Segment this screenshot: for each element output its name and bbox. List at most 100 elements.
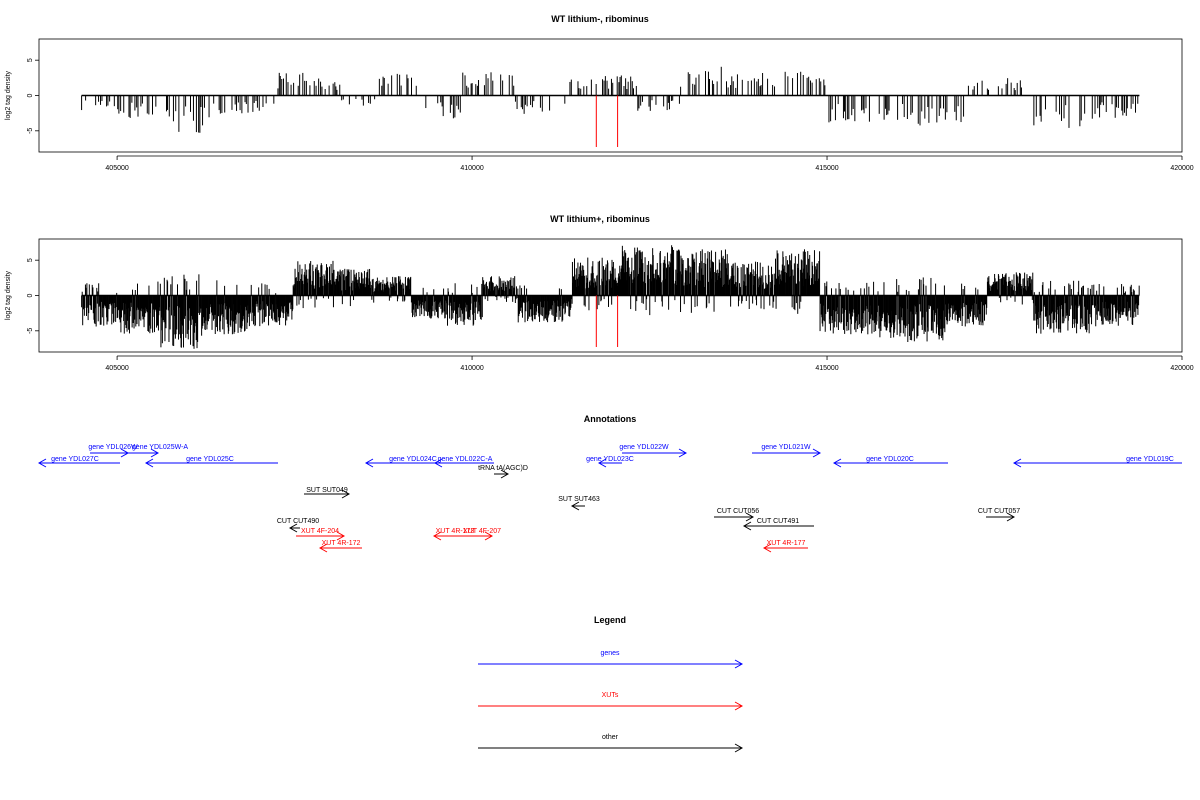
track-panel-lithium-minus: WT lithium-, ribominus log2 tag density -5… <box>5 14 1194 172</box>
annotations-title: Annotations <box>584 414 637 424</box>
annotation-arrowhead <box>433 458 443 468</box>
y-tick-label: -5 <box>27 328 34 334</box>
annotation-arrowhead <box>144 458 154 468</box>
annotation-arrowhead <box>1012 458 1022 468</box>
legend-label: XUTs <box>602 692 619 699</box>
annotation-arrowhead <box>500 469 510 479</box>
y-tick-label: 5 <box>27 258 34 262</box>
legend-entry: XUTs <box>478 692 744 711</box>
annotation-arrowhead <box>742 521 752 531</box>
annotation-label: XUT 4R-173 <box>436 528 475 535</box>
annotation-label: gene YDL019C <box>1126 456 1174 463</box>
annotation-arrowhead <box>432 531 442 541</box>
annotation-feature: XUT 4F-207 <box>462 528 501 541</box>
y-tick-label: 0 <box>27 93 34 97</box>
annotation-label: tRNA tA(AGC)D <box>478 465 528 472</box>
annotation-feature: gene YDL024C <box>364 456 445 468</box>
annotation-arrowhead <box>288 523 298 533</box>
track-panel-lithium-plus: WT lithium+, ribominus log2 tag density -5… <box>5 214 1194 372</box>
annotation-label: gene YDL023C <box>586 456 634 463</box>
y-tick-label: -5 <box>27 128 34 134</box>
annotation-arrowhead <box>597 458 607 468</box>
annotation-label: gene YDL026W <box>88 444 138 451</box>
annotation-feature: gene YDL023C <box>586 456 634 468</box>
annotation-feature: gene YDL025W-A <box>120 444 188 458</box>
annotation-feature: gene YDL020C <box>832 456 948 468</box>
annotation-feature: gene YDL021W <box>752 444 822 458</box>
annotation-feature: CUT CUT491 <box>742 518 814 531</box>
annotation-label: gene YDL027C <box>51 456 99 463</box>
annotation-label: CUT CUT056 <box>717 508 759 515</box>
annotation-label: XUT 4F-207 <box>463 528 501 535</box>
annotation-label: XUT 4R-177 <box>767 540 806 547</box>
x-tick-label: 415000 <box>815 365 838 372</box>
annotation-arrowhead <box>812 448 822 458</box>
annotation-label: gene YDL021W <box>761 444 811 451</box>
annotation-feature: XUT 4F-204 <box>296 528 346 541</box>
annotation-arrowhead <box>37 458 47 468</box>
annotation-label: gene YDL022C-A <box>438 456 493 463</box>
annotation-feature: gene YDL022W <box>619 444 688 458</box>
annotation-arrowhead <box>570 501 580 511</box>
annotation-label: SUT SUT463 <box>558 496 600 503</box>
annotation-label: CUT CUT490 <box>277 518 319 525</box>
y-axis-label: log2 tag density <box>5 70 12 120</box>
annotation-arrowhead <box>150 448 160 458</box>
legend-title: Legend <box>594 615 626 625</box>
annotation-feature: SUT SUT463 <box>558 496 600 511</box>
x-tick-label: 420000 <box>1170 165 1193 172</box>
annotation-label: XUT 4F-204 <box>301 528 339 535</box>
annotation-arrowhead <box>1006 512 1016 522</box>
x-tick-label: 415000 <box>815 165 838 172</box>
annotation-label: SUT SUT049 <box>306 487 348 494</box>
annotation-label: gene YDL025W-A <box>132 444 188 451</box>
chart-title: WT lithium-, ribominus <box>551 14 649 24</box>
legend-arrowhead <box>734 659 744 669</box>
annotation-feature: CUT CUT056 <box>714 508 759 522</box>
annotation-arrowhead <box>318 543 328 553</box>
annotation-label: gene YDL024C <box>389 456 437 463</box>
annotation-label: CUT CUT057 <box>978 508 1020 515</box>
annotation-feature: gene YDL025C <box>144 456 278 468</box>
annotation-label: CUT CUT491 <box>757 518 799 525</box>
legend-label: other <box>602 734 619 741</box>
legend-arrowhead <box>734 701 744 711</box>
annotation-arrowhead <box>341 489 351 499</box>
legend-panel: Legend genes XUTs other <box>478 615 744 753</box>
legend-arrowhead <box>734 743 744 753</box>
annotation-arrowhead <box>484 531 494 541</box>
annotation-arrowhead <box>745 512 755 522</box>
annotation-label: XUT 4R-172 <box>322 540 361 547</box>
annotation-arrowhead <box>832 458 842 468</box>
annotation-arrowhead <box>364 458 374 468</box>
annotation-feature: gene YDL022C-A <box>433 456 494 468</box>
annotation-feature: gene YDL027C <box>37 456 120 468</box>
annotation-feature: tRNA tA(AGC)D <box>478 465 528 479</box>
legend-entry: genes <box>478 650 744 669</box>
annotation-arrowhead <box>762 543 772 553</box>
x-tick-label: 405000 <box>105 165 128 172</box>
y-tick-label: 5 <box>27 58 34 62</box>
annotation-label: gene YDL022W <box>619 444 669 451</box>
x-tick-label: 405000 <box>105 365 128 372</box>
annotation-arrowhead <box>678 448 688 458</box>
annotation-label: gene YDL025C <box>186 456 234 463</box>
chart-title: WT lithium+, ribominus <box>550 214 650 224</box>
y-axis-label: log2 tag density <box>5 270 12 320</box>
legend-label: genes <box>600 650 620 657</box>
annotation-feature: CUT CUT057 <box>978 508 1020 522</box>
x-tick-label: 410000 <box>460 165 483 172</box>
annotation-feature: SUT SUT049 <box>304 487 351 499</box>
annotation-label: gene YDL020C <box>866 456 914 463</box>
x-tick-label: 410000 <box>460 365 483 372</box>
annotation-feature: gene YDL019C <box>1012 456 1182 468</box>
density-bars <box>81 245 1140 349</box>
density-bars <box>81 66 1139 133</box>
annotation-feature: CUT CUT490 <box>277 518 319 533</box>
annotation-feature: XUT 4R-177 <box>762 540 808 553</box>
legend-entry: other <box>478 734 744 753</box>
annotation-arrowhead <box>336 531 346 541</box>
annotation-feature: XUT 4R-172 <box>318 540 362 553</box>
